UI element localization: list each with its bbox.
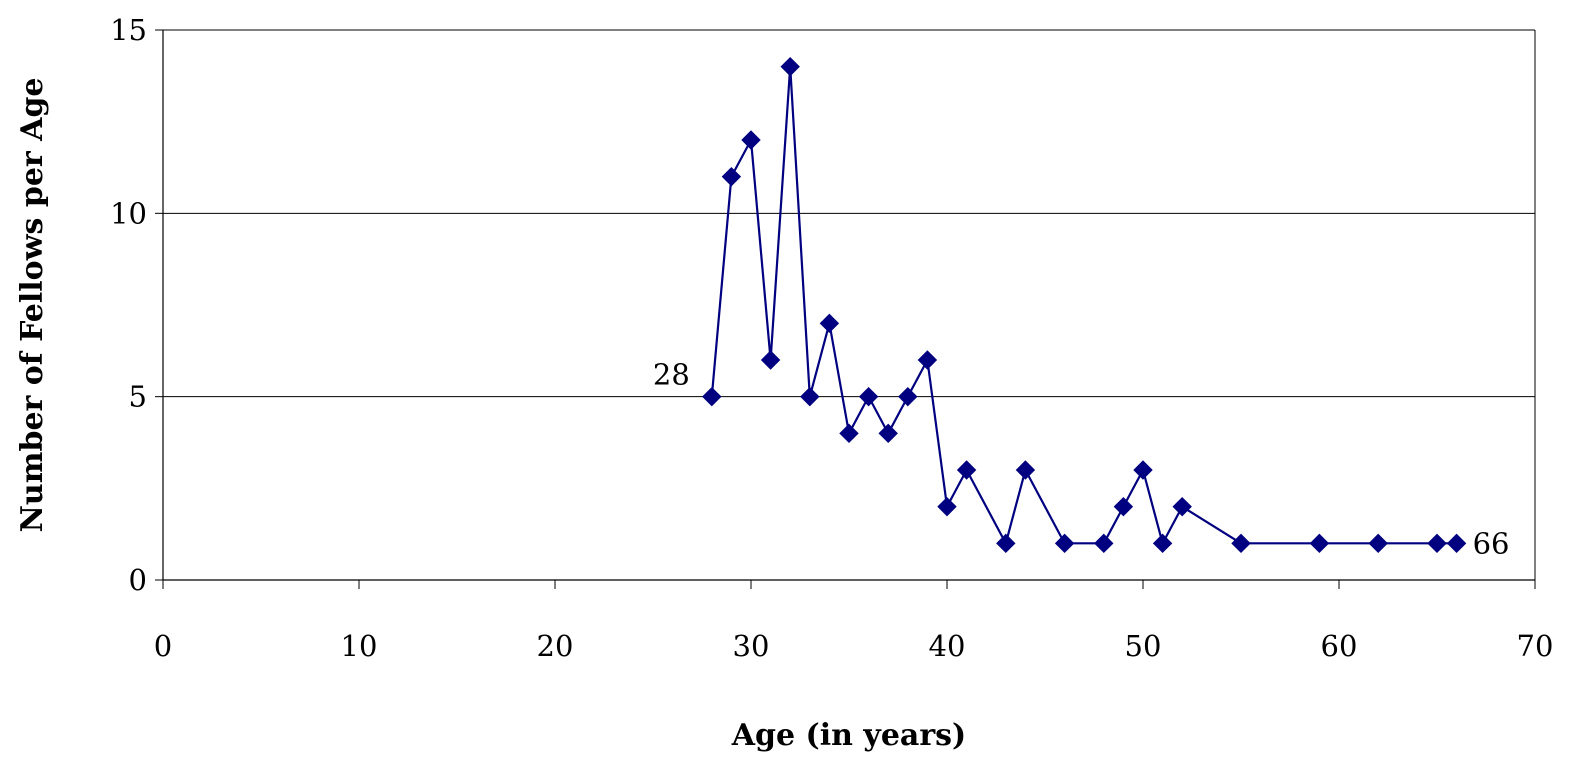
data-point-marker [1152, 533, 1173, 554]
data-point-marker [1427, 533, 1447, 554]
data-point-marker [1231, 533, 1251, 554]
data-label-annotation: 66 [1473, 526, 1510, 560]
axes [155, 29, 1536, 589]
data-point-marker [741, 130, 761, 150]
x-tick-label: 20 [537, 629, 574, 663]
data-point-marker [937, 496, 957, 517]
x-axis-title: Age (in years) [731, 718, 966, 753]
y-tick-label: 10 [110, 196, 147, 230]
data-point-marker [1133, 460, 1153, 480]
annotations: 28 66 [653, 358, 1510, 561]
data-point-marker [819, 313, 840, 334]
data-point-marker [1054, 533, 1075, 554]
data-point-marker [702, 386, 722, 407]
x-tick-label: 70 [1517, 629, 1554, 663]
data-point-marker [1015, 460, 1036, 480]
y-axis-title: Number of Fellows per Age [15, 77, 50, 532]
data-point-marker [956, 460, 977, 480]
tick-labels: 0 5 10 15 0 10 20 30 40 50 60 70 [110, 13, 1553, 663]
y-tick-label: 5 [129, 380, 147, 414]
data-point-marker [1309, 533, 1330, 554]
data-point-marker [800, 386, 820, 407]
data-point-marker [780, 56, 800, 77]
data-point-marker [1094, 533, 1114, 554]
data-point-marker [858, 386, 879, 407]
series-line [710, 65, 1457, 545]
x-tick-label: 50 [1125, 629, 1162, 663]
x-tick-label: 30 [733, 629, 770, 663]
data-point-marker [760, 350, 781, 370]
data-point-marker [839, 423, 859, 444]
data-point-marker [1368, 533, 1388, 554]
data-point-marker [917, 350, 938, 370]
y-tick-label: 0 [129, 563, 147, 597]
x-tick-label: 0 [154, 629, 172, 663]
data-point-marker [898, 386, 918, 407]
data-point-marker [1113, 496, 1134, 517]
data-point-marker [721, 166, 742, 187]
data-point-marker [996, 533, 1016, 554]
data-point-marker [878, 423, 898, 444]
x-tick-label: 40 [929, 629, 966, 663]
data-series [702, 56, 1467, 554]
data-point-marker [1446, 533, 1467, 554]
gridlines [163, 29, 1535, 398]
y-tick-label: 15 [110, 13, 147, 47]
x-tick-label: 10 [341, 629, 378, 663]
data-point-marker [1172, 496, 1192, 517]
x-tick-label: 60 [1321, 629, 1358, 663]
data-label-annotation: 28 [653, 358, 690, 392]
